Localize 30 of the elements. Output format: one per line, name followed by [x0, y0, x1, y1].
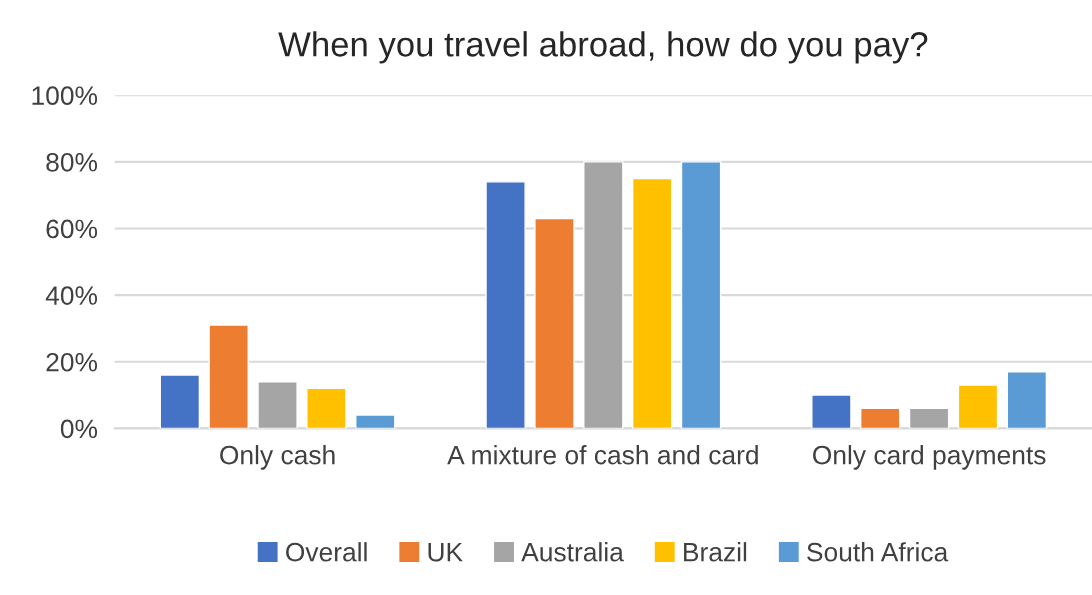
- y-tick-label: 100%: [32, 86, 98, 106]
- bar: [631, 177, 673, 429]
- x-tick-label: Only cash: [220, 445, 335, 470]
- y-tick-label: 0%: [60, 419, 98, 439]
- chart-title: When you travel abroad, how do you pay?: [278, 31, 928, 64]
- bar: [1006, 371, 1048, 429]
- y-tick-label: 20%: [46, 352, 98, 372]
- legend-label: Brazil: [684, 542, 747, 562]
- x-tick-label: Only card payments: [813, 445, 1046, 470]
- legend-label: Overall: [286, 542, 367, 562]
- bar: [583, 161, 624, 429]
- y-tick-label: 80%: [46, 152, 98, 172]
- bar: [957, 384, 999, 429]
- bar: [680, 161, 722, 429]
- bar: [208, 324, 249, 429]
- bar: [257, 381, 298, 429]
- y-tick-label: 40%: [45, 286, 98, 305]
- legend-label: UK: [428, 543, 463, 562]
- bar: [908, 407, 950, 429]
- legend-label: South Africa: [807, 542, 949, 562]
- bar: [159, 374, 201, 429]
- bar: [860, 407, 901, 429]
- bar: [811, 394, 852, 429]
- bar: [534, 217, 575, 429]
- bar: [355, 414, 396, 429]
- y-tick-label: 60%: [46, 219, 98, 239]
- legend-label: Australia: [521, 542, 624, 562]
- x-tick-label: A mixture of cash and card: [447, 445, 758, 465]
- bar: [485, 181, 526, 429]
- bar: [306, 387, 347, 429]
